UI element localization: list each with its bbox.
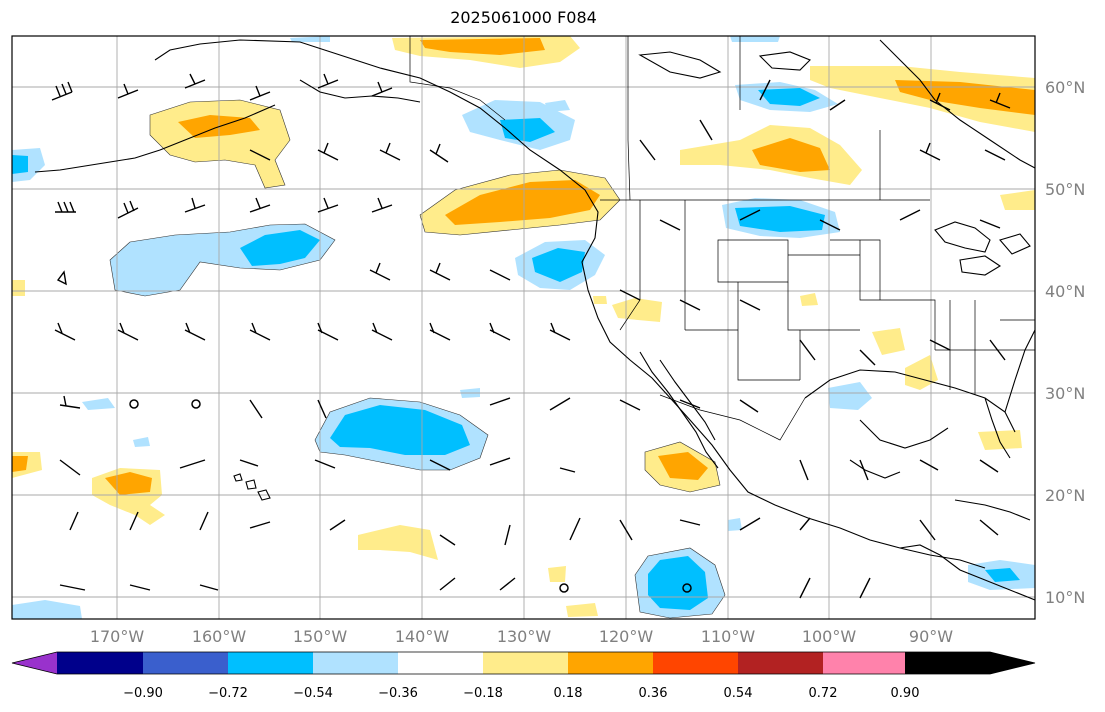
wind-barbs (51, 73, 1011, 599)
positive-anomaly-area (12, 280, 25, 296)
negative-anomaly-area (290, 36, 330, 42)
colorbar-segment (738, 652, 823, 674)
colorbar: −0.90 −0.72 −0.54 −0.36 −0.18 0.18 0.36 … (11, 651, 1036, 701)
negative-anomaly-core (330, 405, 470, 455)
positive-anomaly-area (593, 296, 607, 304)
lon-label: 140°W (395, 627, 450, 646)
lon-label: 120°W (599, 627, 654, 646)
negative-anomaly-core (532, 248, 585, 282)
colorbar-segment (143, 652, 228, 674)
colorbar-segment (57, 652, 143, 674)
colorbar-tick-label: 0.72 (809, 686, 838, 701)
lon-label: 150°W (293, 627, 348, 646)
negative-anomaly-area (12, 600, 82, 619)
positive-anomaly-area (1000, 190, 1035, 210)
lat-label: 60°N (1045, 78, 1085, 97)
latitude-labels: 60°N 50°N 40°N 30°N 20°N 10°N (1045, 78, 1085, 607)
colorbar-extend-high (990, 652, 1035, 674)
colorbar-tick-label: −0.54 (293, 686, 333, 701)
lon-label: 100°W (802, 627, 857, 646)
colorbar-tick-label: −0.72 (208, 686, 248, 701)
negative-anomaly-core (735, 206, 825, 232)
colorbar-outline (11, 651, 1036, 675)
colorbar-segment (905, 652, 990, 674)
calm-wind-markers (129, 399, 692, 593)
lon-label: 160°W (192, 627, 247, 646)
lon-label: 90°W (909, 627, 953, 646)
colorbar-tick-label: −0.90 (123, 686, 163, 701)
colorbar-extend-low (12, 652, 57, 674)
positive-anomaly-area (810, 66, 1035, 132)
positive-anomaly-core (420, 38, 545, 55)
positive-anomaly-core (895, 80, 1035, 115)
positive-anomaly-area (612, 298, 662, 322)
positive-anomaly-core (658, 452, 708, 480)
colorbar-segment (568, 652, 653, 674)
negative-anomaly-area (545, 100, 570, 112)
positive-anomaly-area (800, 293, 818, 306)
negative-anomaly-area (728, 518, 742, 531)
lat-label: 30°N (1045, 384, 1085, 403)
positive-anomaly-core (12, 456, 28, 472)
colorbar-tick-label: 0.54 (724, 686, 753, 701)
lat-label: 50°N (1045, 180, 1085, 199)
longitude-labels: 170°W 160°W 150°W 140°W 130°W 120°W 110°… (90, 627, 953, 646)
positive-anomaly-area (566, 603, 598, 617)
lat-label: 10°N (1045, 588, 1085, 607)
colorbar-tick-label: −0.36 (378, 686, 418, 701)
political-borders (409, 36, 1035, 441)
negative-anomaly-core (240, 230, 320, 266)
positive-anomaly-area (150, 100, 290, 188)
positive-anomaly-core (752, 138, 830, 172)
colorbar-segment (823, 652, 905, 674)
lat-label: 40°N (1045, 282, 1085, 301)
colorbar-tick-label: −0.18 (463, 686, 503, 701)
negative-anomaly-core (985, 568, 1020, 582)
positive-anomaly-area (872, 328, 905, 355)
positive-anomaly-core (445, 180, 600, 225)
negative-anomaly-area (828, 382, 872, 410)
negative-anomaly-core (758, 88, 820, 106)
colorbar-segment (228, 652, 313, 674)
map-title: 2025061000 F084 (450, 8, 597, 27)
lon-label: 110°W (701, 627, 756, 646)
lat-label: 20°N (1045, 486, 1085, 505)
map-frame (11, 35, 1036, 620)
negative-anomaly-core (648, 556, 708, 610)
negative-anomaly-area (133, 437, 150, 447)
colorbar-tick-label: 0.18 (554, 686, 583, 701)
colorbar-segment (398, 652, 483, 674)
lon-label: 130°W (497, 627, 552, 646)
positive-anomaly-area (905, 355, 938, 390)
colorbar-segment (653, 652, 738, 674)
negative-anomaly-area (730, 36, 780, 42)
lon-label: 170°W (90, 627, 145, 646)
coastlines (34, 39, 1035, 601)
positive-anomaly-area (358, 525, 438, 560)
colorbar-segment (483, 652, 568, 674)
positive-anomaly-area (548, 566, 566, 582)
negative-anomaly-area (82, 398, 115, 410)
anomaly-fill-layer (12, 36, 1035, 619)
negative-anomaly-core (12, 155, 28, 174)
colorbar-tick-label: 0.36 (639, 686, 668, 701)
colorbar-segment (313, 652, 398, 674)
positive-anomaly-area (978, 430, 1022, 450)
colorbar-tick-label: 0.90 (891, 686, 920, 701)
